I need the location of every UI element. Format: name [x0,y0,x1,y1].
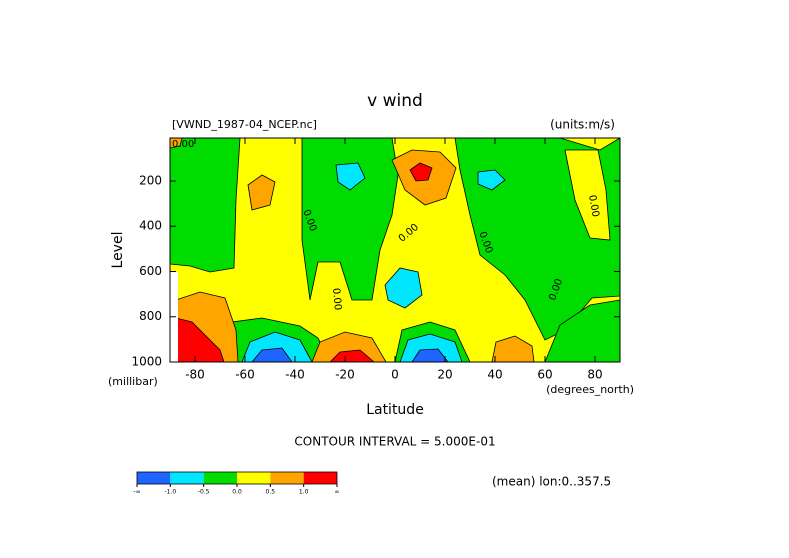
contour-region [329,349,375,362]
contour-region [564,149,611,241]
colorbar-label: -∞ [133,489,140,496]
contour-region [491,335,535,362]
y-tick-label: 200 [139,173,162,187]
x-tick-label: 40 [487,368,502,382]
x-tick-label: 0 [391,368,399,382]
colorbar-swatch [270,472,304,484]
dataset-label: [VWND_1987-04_NCEP.nc] [172,118,317,131]
x-tick-label: -80 [185,368,205,382]
colorbar-label: -1.0 [164,489,176,496]
contour-region [335,162,366,191]
x-tick-label: -20 [335,368,355,382]
contour-region [399,333,463,362]
contour-region [175,317,225,362]
y-tick-label: 1000 [131,355,162,369]
contour-region [311,331,387,362]
colorbar-swatch [137,472,171,484]
colorbar-label: ∞ [335,489,340,496]
x-tick-label: -40 [285,368,305,382]
colorbar-swatch [237,472,271,484]
colorbar-swatch [303,472,337,484]
x-axis-title: Latitude [366,402,424,418]
contour-label: 0.00 [330,288,343,311]
units-label: (units:m/s) [550,118,615,132]
y-tick-label: 600 [139,264,162,278]
contour-region [384,267,423,309]
contour-region [411,348,449,362]
colorbar-label: -0.5 [198,489,210,496]
y-axis-units: (millibar) [108,375,158,388]
y-axis-title: Level [110,232,126,269]
mean-note: (mean) lon:0..357.5 [492,475,611,489]
contour-region [170,138,183,149]
contour-label: 0.00 [586,194,601,218]
x-tick-label: 20 [437,368,452,382]
x-axis-units: (degrees_north) [546,383,634,396]
x-tick-label: 80 [587,368,602,382]
contour-region [477,169,506,191]
contour-label: 0.00 [172,139,194,150]
contour-region [247,174,276,211]
colorbar-swatch [203,472,237,484]
contour-region [251,347,293,362]
contour-field [170,138,620,362]
x-tick-label: -60 [235,368,255,382]
contour-interval: CONTOUR INTERVAL = 5.000E-01 [294,435,495,449]
y-tick-label: 400 [139,219,162,233]
chart-title: v wind [367,91,423,111]
colorbar-label: 0.5 [266,489,276,496]
contour-region [544,299,620,362]
contour-region [409,162,433,182]
colorbar-label: 0.0 [232,489,242,496]
colorbar-label: 1.0 [299,489,309,496]
x-tick-label: 60 [537,368,552,382]
colorbar-swatch [170,472,204,484]
contour-region [170,138,241,273]
y-tick-label: 800 [139,309,162,323]
